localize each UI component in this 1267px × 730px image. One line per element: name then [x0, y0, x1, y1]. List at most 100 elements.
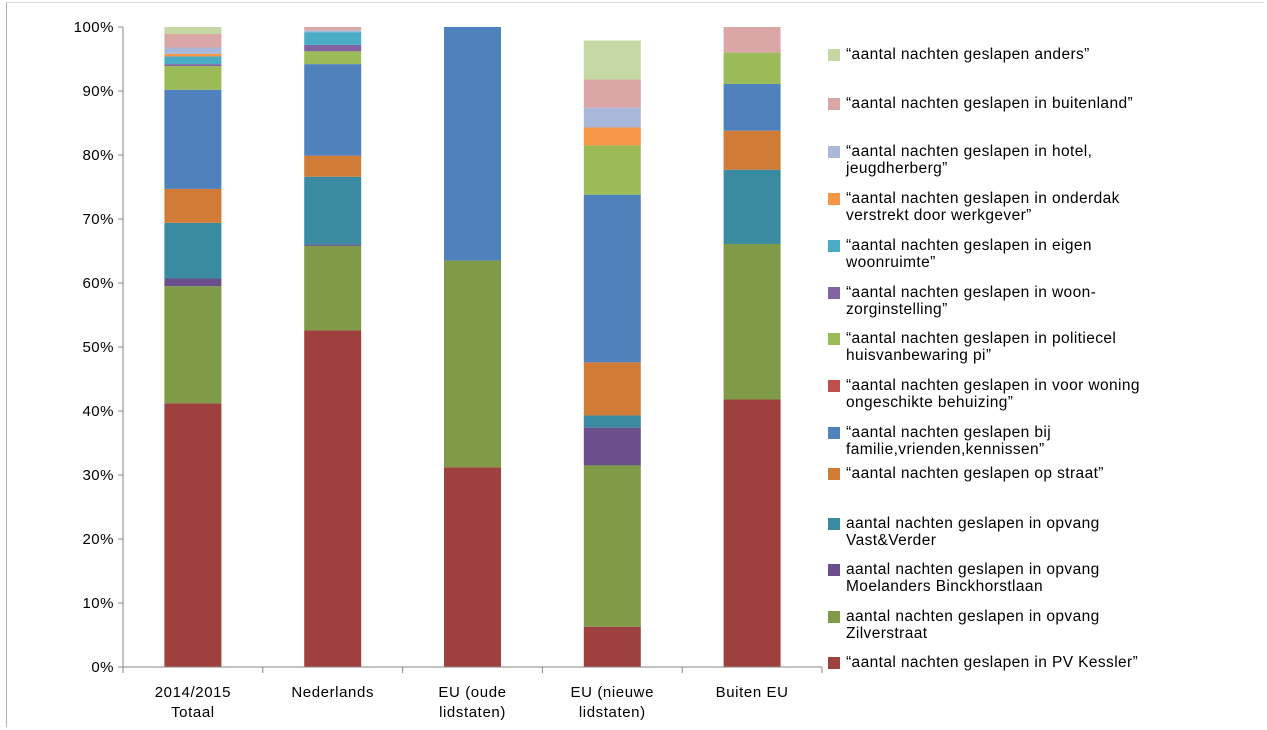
bar-segment-4-series-12	[583, 107, 641, 128]
bar-segment-3-series-2	[444, 260, 501, 468]
legend-swatch	[828, 564, 840, 576]
legend-item: “aantal nachten geslapen in buitenland”	[828, 95, 1264, 112]
legend-label: aantal nachten geslapen in opvang Zilver…	[846, 608, 1100, 642]
y-tick-label: 50%	[82, 339, 114, 356]
bar-segment-1-series-2	[164, 286, 222, 404]
bar-segment-2-series-3	[304, 244, 362, 246]
legend-item: “aantal nachten geslapen bij familie,vri…	[828, 424, 1264, 458]
bar-segment-1-series-12	[164, 47, 222, 54]
bar-segment-2-series-10	[304, 32, 362, 45]
bar-segment-2-series-13	[304, 27, 362, 31]
x-category-label: Nederlands	[291, 684, 374, 701]
x-category-label: EU (nieuwe	[571, 684, 655, 701]
legend-swatch	[828, 427, 840, 439]
legend-swatch	[828, 380, 840, 392]
bar-segment-1-series-11	[164, 53, 222, 57]
y-tick-label: 60%	[82, 275, 114, 292]
y-tick-label: 90%	[82, 83, 114, 100]
bar-segment-2-series-5	[304, 155, 362, 177]
bar-segment-4-series-14	[583, 40, 641, 80]
bar-segment-2-series-6	[304, 64, 362, 156]
y-tick-label: 20%	[82, 531, 114, 548]
y-tick-label: 10%	[82, 595, 114, 612]
bar-segment-4-series-6	[583, 194, 641, 363]
legend-label: aantal nachten geslapen in opvang Moelan…	[846, 561, 1100, 595]
legend-item: aantal nachten geslapen in opvang Vast&V…	[828, 515, 1264, 549]
legend-label: “aantal nachten geslapen op straat”	[846, 465, 1104, 482]
bar-segment-1-series-1	[164, 403, 222, 667]
legend-label: “aantal nachten geslapen in hotel, jeugd…	[846, 143, 1093, 177]
y-axis: 0% 10% 20% 30% 40% 50% 60% 70% 80% 90% 100%	[74, 19, 124, 676]
bar-segment-2-series-12	[304, 30, 362, 33]
legend-item: “aantal nachten geslapen in eigen woonru…	[828, 237, 1264, 271]
y-tick-label: 80%	[82, 147, 114, 164]
legend-item: “aantal nachten geslapen anders”	[828, 46, 1264, 63]
x-category-label: Totaal	[171, 704, 215, 721]
legend-label: “aantal nachten geslapen in PV Kessler”	[846, 654, 1139, 671]
legend-swatch	[828, 333, 840, 345]
bar-segment-4-series-1	[583, 626, 641, 667]
legend-item: “aantal nachten geslapen in onderdak ver…	[828, 190, 1264, 224]
y-tick-label: 40%	[82, 403, 114, 420]
legend-item: “aantal nachten geslapen op straat”	[828, 465, 1264, 482]
legend-swatch	[828, 518, 840, 530]
bar-segment-1-series-6	[164, 89, 222, 189]
bar-segment-4-series-3	[583, 427, 641, 466]
bar-segment-5-series-4	[723, 169, 781, 244]
bar-segment-1-series-13	[164, 34, 222, 48]
x-category-label: lidstaten)	[579, 704, 646, 721]
bar-segment-2-series-9	[304, 44, 362, 52]
x-category-label: EU (oude	[438, 684, 506, 701]
legend-label: “aantal nachten geslapen bij familie,vri…	[846, 424, 1052, 458]
y-tick-label: 0%	[91, 659, 114, 676]
bar-segment-4-series-8	[583, 145, 641, 195]
bar-segment-5-series-6	[723, 83, 781, 131]
legend-swatch	[828, 657, 840, 669]
bar-segment-1-series-3	[164, 278, 222, 287]
bar-segment-4-series-2	[583, 465, 641, 627]
chart-legend: “aantal nachten geslapen anders” “aantal …	[828, 0, 1264, 700]
legend-label: “aantal nachten geslapen in woon- zorgin…	[846, 284, 1097, 318]
bar-segment-5-series-1	[723, 399, 781, 667]
bar-segment-4-series-11	[583, 127, 641, 146]
x-category-label: lidstaten)	[439, 704, 506, 721]
y-tick-label: 100%	[74, 19, 114, 36]
bar-segment-4-series-5	[583, 362, 641, 416]
x-category-label: Buiten EU	[716, 684, 789, 701]
bar-segment-4-series-4	[583, 415, 641, 428]
legend-swatch	[828, 611, 840, 623]
legend-swatch	[828, 49, 840, 61]
legend-swatch	[828, 193, 840, 205]
legend-item: aantal nachten geslapen in opvang Moelan…	[828, 561, 1264, 595]
bar-segment-3-series-6	[444, 27, 501, 261]
legend-item: “aantal nachten geslapen in hotel, jeugd…	[828, 143, 1264, 177]
legend-item: “aantal nachten geslapen in PV Kessler”	[828, 654, 1264, 671]
legend-label: “aantal nachten geslapen in buitenland”	[846, 95, 1134, 112]
legend-swatch	[828, 468, 840, 480]
y-tick-label: 30%	[82, 467, 114, 484]
legend-label: “aantal nachten geslapen in eigen woonru…	[846, 237, 1092, 271]
x-category-label: 2014/2015	[155, 684, 231, 701]
legend-item: aantal nachten geslapen in opvang Zilver…	[828, 608, 1264, 642]
x-axis: 2014/2015 Totaal Nederlands EU (oude lidstat…	[122, 666, 823, 721]
bar-segment-1-series-14	[164, 27, 222, 35]
bar-stacks	[164, 27, 781, 667]
bar-segment-1-series-10	[164, 56, 222, 65]
bar-segment-2-series-4	[304, 176, 362, 245]
legend-swatch	[828, 98, 840, 110]
legend-swatch	[828, 240, 840, 252]
bar-segment-4-series-13	[583, 79, 641, 108]
legend-label: “aantal nachten geslapen anders”	[846, 46, 1090, 63]
bar-segment-1-series-9	[164, 64, 222, 67]
legend-item: “aantal nachten geslapen in woon- zorgin…	[828, 284, 1264, 318]
bar-segment-1-series-8	[164, 66, 222, 90]
legend-item: “aantal nachten geslapen in voor woning …	[828, 377, 1264, 411]
y-tick-label: 70%	[82, 211, 114, 228]
legend-label: “aantal nachten geslapen in onderdak ver…	[846, 190, 1120, 224]
legend-label: “aantal nachten geslapen in politiecel h…	[846, 330, 1117, 364]
bar-segment-2-series-2	[304, 245, 362, 331]
bar-segment-1-series-4	[164, 222, 222, 279]
bar-segment-1-series-5	[164, 188, 222, 223]
bar-segment-5-series-8	[723, 52, 781, 84]
